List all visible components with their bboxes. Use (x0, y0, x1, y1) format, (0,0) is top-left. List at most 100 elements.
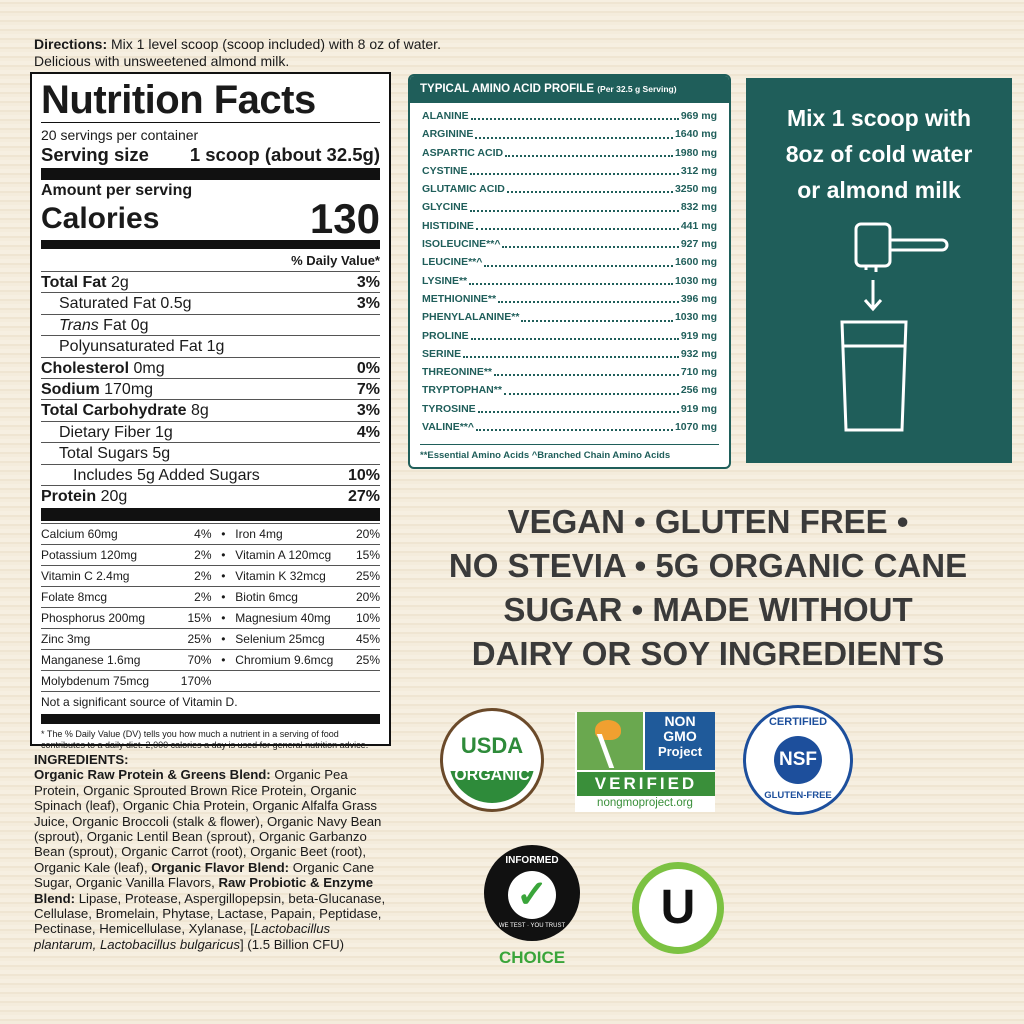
nutrition-facts-title: Nutrition Facts (41, 78, 316, 122)
ingredient-segment: ] (1.5 Billion CFU) (239, 936, 345, 952)
amino-name: GLUTAMIC ACID (422, 183, 505, 196)
nutrient-name: Sodium 170mg (41, 379, 153, 399)
ingredients-text: Organic Raw Protein & Greens Blend: Orga… (34, 767, 396, 952)
nutrient-name: Trans Fat 0g (41, 315, 149, 335)
amino-name: GLYCINE (422, 201, 468, 214)
vitamin-dv: 2% (194, 590, 212, 605)
amino-name: LYSINE** (422, 274, 468, 287)
nutrient-name: Cholesterol 0mg (41, 358, 165, 378)
divider (41, 508, 380, 522)
vitamin-name: Folate 8mcg (41, 590, 108, 605)
amino-value: 919 mg (680, 329, 717, 342)
nutrient-label: Protein (41, 487, 97, 505)
amino-value: 927 mg (680, 238, 717, 251)
amino-value: 710 mg (680, 366, 717, 379)
nutrient-label: Includes 5g Added Sugars (73, 466, 260, 484)
ingredient-segment: Organic Raw Protein & Greens Blend: (34, 767, 271, 783)
vitamin-name: Calcium 60mg (41, 527, 118, 542)
divider (41, 240, 380, 249)
dot-leader (475, 217, 679, 231)
amino-name: SERINE (422, 347, 462, 360)
gluten-free-text: GLUTEN-FREE (764, 790, 832, 801)
amino-acid-profile: TYPICAL AMINO ACID PROFILE (Per 32.5 g S… (408, 74, 731, 469)
informed-text: INFORMED (505, 855, 559, 866)
claim-line: DAIRY OR SOY INGREDIENTS (471, 635, 945, 672)
dot-leader (475, 125, 673, 139)
nutrient-amount: 0mg (133, 359, 165, 377)
vitamin-dv: 45% (355, 632, 380, 647)
amino-value: 256 mg (680, 384, 717, 397)
nutrient-row: Includes 5g Added Sugars 10% (41, 463, 380, 485)
vitamin-dv: 25% (187, 632, 212, 647)
nutrient-label: Total Fat (41, 274, 107, 291)
amount-per-serving: Amount per serving (41, 182, 193, 199)
vitamin-name: Potassium 120mg (41, 548, 138, 563)
amino-row: THREONINE** 710 mg (410, 363, 729, 381)
nutrient-amount: Fat 0g (103, 316, 149, 334)
vitamin-dv: 2% (194, 569, 212, 584)
amino-name: TRYPTOPHAN** (422, 384, 502, 397)
kosher-u-logo: U (632, 862, 724, 954)
nutrient-amount: 1g (206, 338, 225, 356)
ingredients: INGREDIENTS: Organic Raw Protein & Green… (34, 752, 396, 952)
vitamin-dv: 70% (187, 653, 212, 668)
dot-leader (506, 180, 673, 194)
amino-name: PROLINE (422, 329, 469, 342)
nutrient-label: Polyunsaturated Fat (59, 338, 203, 356)
nutrient-row: Polyunsaturated Fat 1g (41, 335, 380, 356)
amino-name: ASPARTIC ACID (422, 146, 504, 159)
amino-name: THREONINE** (422, 366, 493, 379)
ingredient-segment: Lactobacillus plantarum, Lactobacillus b… (34, 921, 331, 952)
vitamin-name: Selenium 25mcg (235, 632, 325, 647)
amino-value: 932 mg (680, 347, 717, 360)
vitamin-dv: 2% (194, 548, 212, 563)
nutrient-amount: 5g (152, 445, 171, 463)
nutrient-dv: 4% (356, 423, 380, 441)
amino-value: 1980 mg (674, 146, 717, 159)
vitamin-dv: 20% (355, 590, 380, 605)
nutrient-dv: 10% (347, 466, 380, 484)
claim-line: VEGAN • GLUTEN FREE • (507, 503, 909, 540)
choice-text: CHOICE (498, 948, 566, 967)
nutrient-amount: 2g (110, 274, 129, 291)
dot-leader (505, 144, 673, 157)
dot-leader (494, 363, 679, 377)
nutrient-row: Sodium 170mg 7% (41, 377, 380, 399)
not-significant: Not a significant source of Vitamin D. (41, 691, 380, 712)
mix-instructions-box: Mix 1 scoop with 8oz of cold water or al… (746, 78, 1012, 463)
vitamin-dv: 15% (355, 548, 380, 563)
bullet-separator: • (221, 569, 226, 584)
nutrient-dv: 7% (356, 380, 380, 398)
calories-value: 130 (309, 195, 380, 242)
divider (41, 714, 380, 725)
nutrient-name: Polyunsaturated Fat 1g (41, 336, 224, 356)
ingredient-segment: Lipase, Protease, Aspergillopepsin, beta… (34, 890, 386, 937)
nutrient-label: Trans (59, 316, 99, 334)
ingredient-segment: Raw Probiotic & Enzyme Blend: (34, 875, 374, 906)
daily-value-header: % Daily Value* (291, 253, 380, 268)
nutrient-label: Total Carbohydrate (41, 402, 187, 420)
vitamin-name: Biotin 6mcg (235, 590, 298, 605)
directions-text: Mix 1 level scoop (scoop included) with … (111, 36, 441, 52)
bullet-separator: • (221, 527, 226, 542)
nsf-text: NSF (774, 736, 822, 784)
dot-leader (477, 400, 679, 414)
vitamin-dv: 15% (187, 611, 212, 626)
butterfly-icon (577, 712, 643, 770)
serving-size-label: Serving size (41, 144, 149, 165)
amino-value: 832 mg (680, 201, 717, 214)
vitamin-dv: 20% (355, 527, 380, 542)
amino-row: GLUTAMIC ACID 3250 mg (410, 180, 729, 198)
dot-leader (502, 235, 679, 249)
amino-name: VALINE**^ (422, 421, 475, 434)
nutrient-dv: 3% (356, 274, 380, 291)
nutrient-amount: 170mg (104, 380, 154, 398)
mix-line: or almond milk (797, 177, 961, 203)
amino-row: ALANINE 969 mg (410, 107, 729, 125)
serving-size-value: 1 scoop (about 32.5g) (189, 144, 380, 165)
checkmark-icon: ✓ (508, 871, 556, 919)
amino-row: PROLINE 919 mg (410, 327, 729, 345)
nutrient-label: Cholesterol (41, 359, 130, 377)
mix-line: Mix 1 scoop with (786, 105, 972, 131)
amino-name: ISOLEUCINE**^ (422, 238, 501, 251)
